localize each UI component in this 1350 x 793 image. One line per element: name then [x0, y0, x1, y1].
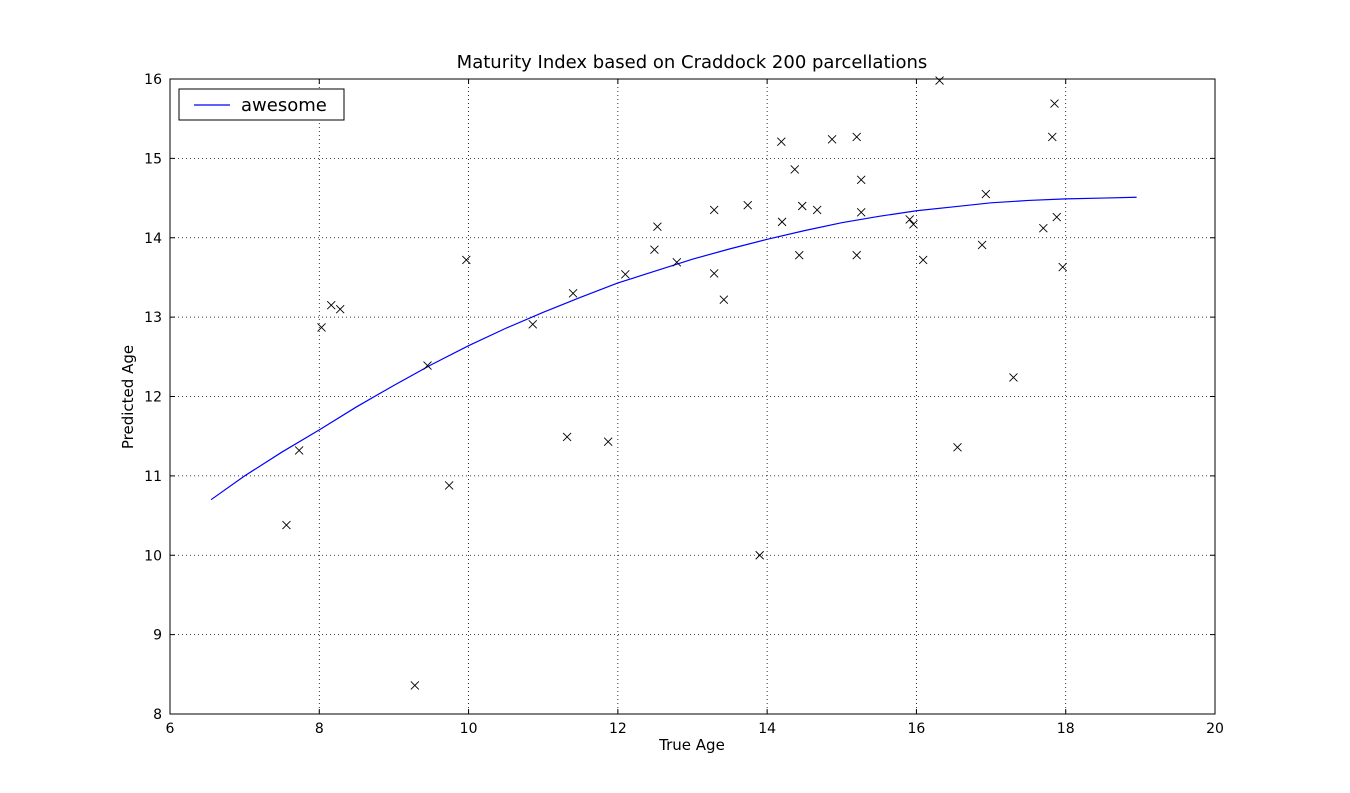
y-axis-label: Predicted Age	[119, 345, 137, 449]
scatter-point	[1050, 99, 1059, 108]
scatter-point	[709, 205, 719, 215]
scatter-point	[777, 137, 786, 147]
x-tick-label: 8	[315, 721, 324, 737]
scatter-point	[444, 481, 454, 490]
axis-ticks	[169, 78, 1216, 715]
scatter-markers	[282, 76, 1068, 690]
scatter-point	[1052, 212, 1062, 222]
x-tick-labels: 6 8 10 12 14 16 18 20	[166, 721, 1224, 737]
scatter-point	[719, 295, 729, 304]
scatter-point	[981, 189, 991, 199]
x-axis-label: True Age	[658, 736, 725, 754]
scatter-point	[672, 258, 682, 267]
scatter-point	[1047, 132, 1057, 142]
scatter-point	[909, 219, 918, 229]
scatter-point	[568, 288, 578, 298]
scatter-point	[827, 135, 837, 144]
y-tick-label: 10	[144, 548, 162, 564]
y-tick-labels: 8 9 10 11 12 13 14 15 16	[144, 72, 162, 723]
scatter-point	[650, 245, 659, 254]
scatter-point	[1009, 373, 1018, 382]
scatter-point	[777, 217, 787, 227]
legend-entry-awesome: awesome	[241, 95, 327, 116]
legend: awesome	[178, 88, 345, 121]
x-tick-label: 16	[908, 721, 926, 737]
scatter-point	[335, 304, 345, 314]
scatter-point	[653, 222, 662, 231]
scatter-point	[621, 269, 630, 279]
y-tick-label: 8	[153, 707, 162, 723]
scatter-point	[743, 200, 753, 210]
y-tick-label: 9	[153, 628, 162, 644]
scatter-point	[755, 550, 764, 560]
scatter-point	[794, 250, 804, 260]
x-tick-label: 6	[166, 721, 175, 737]
fit-line-awesome	[210, 196, 1137, 501]
y-tick-label: 15	[144, 151, 162, 167]
scatter-point	[1039, 223, 1048, 233]
y-tick-label: 12	[144, 390, 162, 406]
x-tick-label: 14	[758, 721, 776, 737]
x-tick-label: 10	[460, 721, 478, 737]
scatter-point	[797, 201, 807, 211]
scatter-point	[603, 437, 613, 447]
y-tick-label: 14	[144, 231, 162, 247]
scatter-point	[282, 520, 291, 530]
y-tick-label: 16	[144, 72, 162, 88]
y-tick-label: 11	[144, 469, 162, 485]
scatter-point	[317, 323, 326, 332]
scatter-point	[852, 132, 862, 142]
fit-line-layer	[210, 196, 1137, 501]
scatter-point	[856, 208, 866, 217]
scatter-point	[856, 175, 866, 185]
scatter-point	[790, 165, 800, 174]
y-tick-label: 13	[144, 310, 162, 326]
scatter-point	[294, 446, 304, 455]
scatter-point	[852, 250, 862, 260]
scatter-point	[462, 255, 471, 265]
scatter-point	[953, 442, 962, 452]
scatter-point	[918, 255, 928, 265]
scatter-point	[423, 361, 432, 370]
scatter-point	[905, 215, 915, 224]
x-tick-label: 12	[609, 721, 627, 737]
scatter-point	[935, 76, 944, 85]
scatter-point	[1058, 262, 1068, 272]
scatter-point	[410, 681, 420, 690]
grid-lines	[170, 79, 1215, 714]
scatter-point	[528, 319, 538, 329]
scatter-point	[709, 269, 719, 278]
x-tick-label: 20	[1206, 721, 1224, 737]
x-tick-label: 18	[1057, 721, 1075, 737]
scatter-point	[977, 240, 987, 250]
scatter-point	[812, 205, 822, 215]
scatter-point	[326, 300, 336, 310]
scatter-point	[562, 432, 572, 442]
chart-title: Maturity Index based on Craddock 200 par…	[457, 52, 928, 73]
